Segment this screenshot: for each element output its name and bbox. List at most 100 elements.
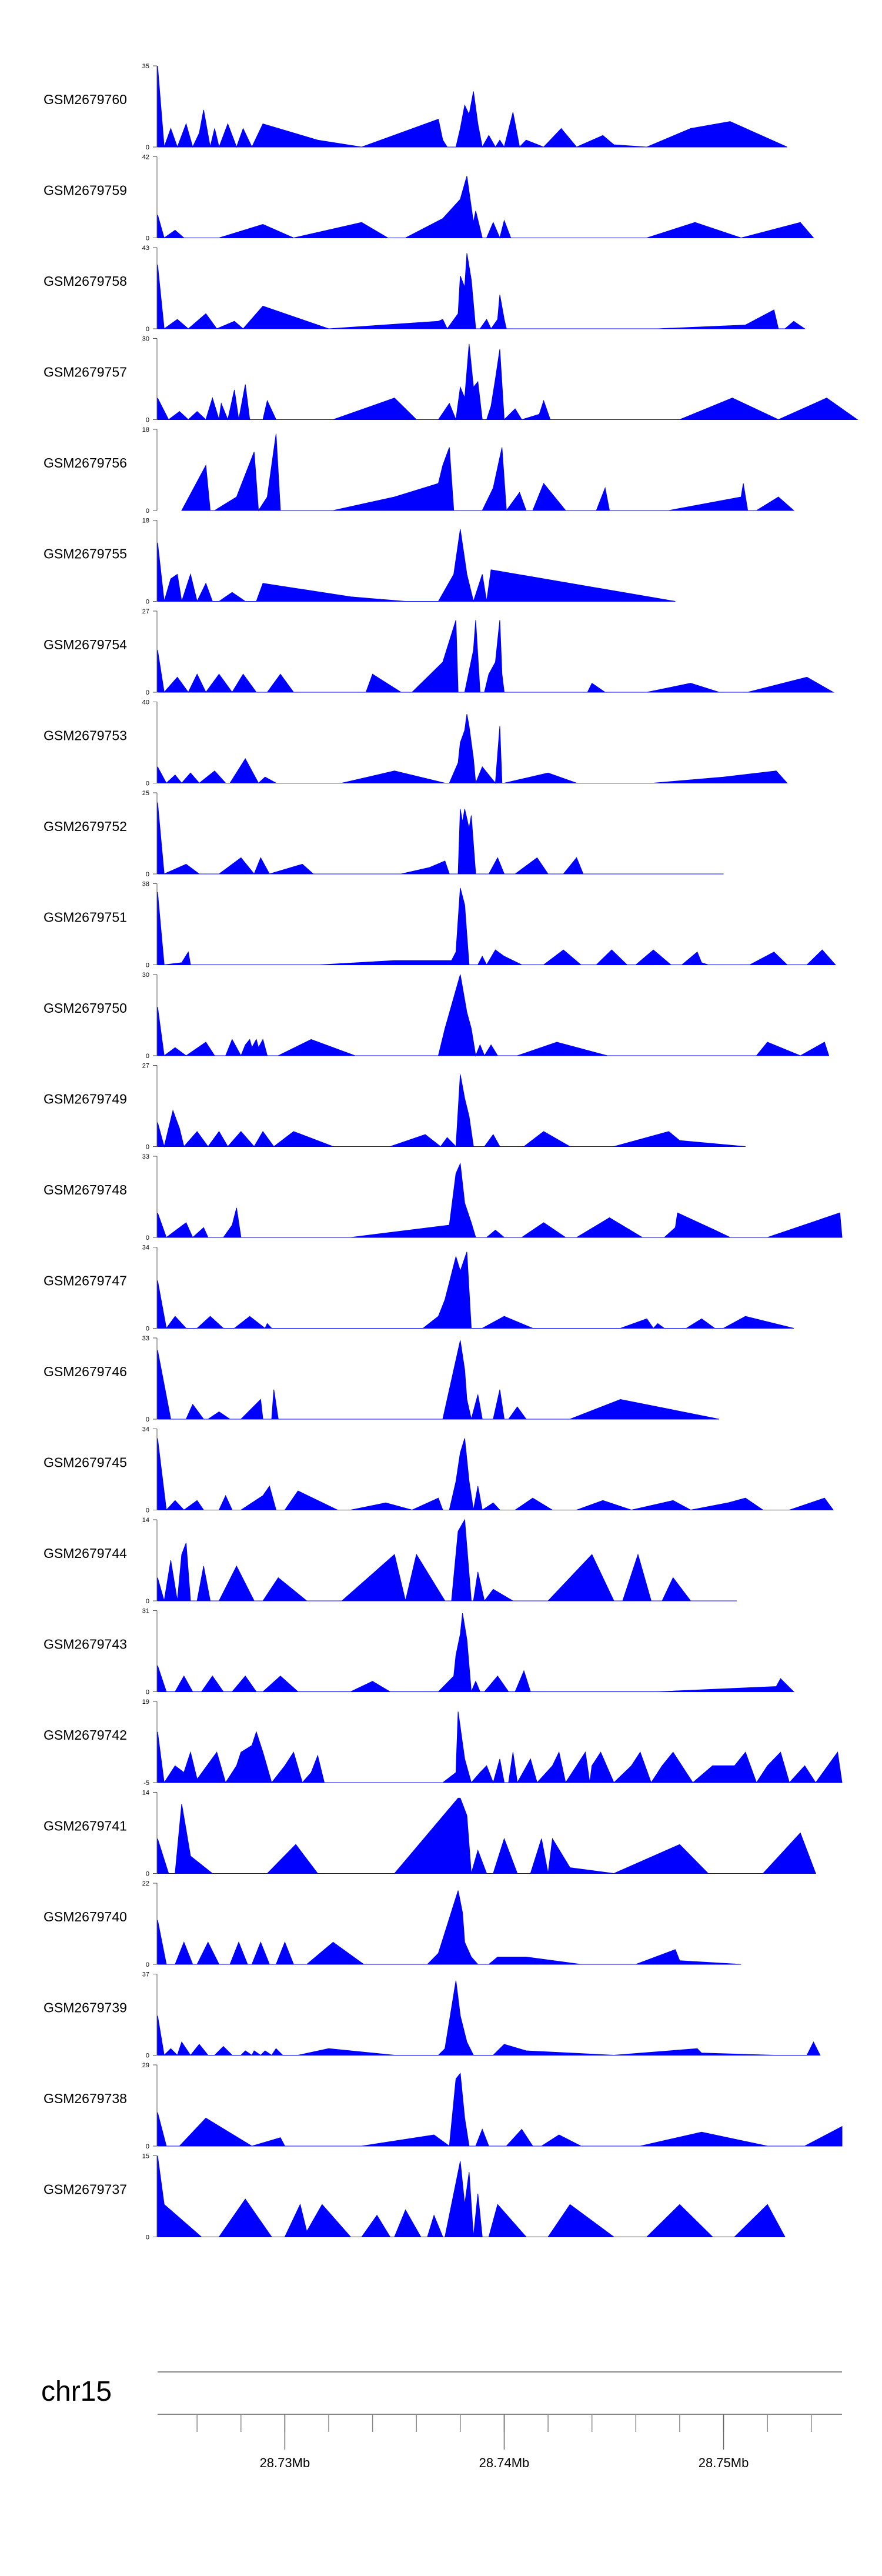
track-gsm2679746: GSM2679746 33 0 — [44, 1335, 720, 1423]
y-max-label: 43 — [142, 245, 149, 252]
track-label: GSM2679755 — [44, 546, 127, 562]
coverage-tracks: GSM2679760350GSM2679759420GSM2679758430G… — [44, 63, 858, 2241]
track-label: GSM2679748 — [44, 1182, 127, 1197]
y-max-label: 25 — [142, 790, 149, 797]
y-min-label: -5 — [143, 1780, 149, 1787]
track-gsm2679741: GSM2679741 14 0 — [44, 1790, 816, 1878]
coverage-area — [157, 65, 787, 148]
y-max-label: 34 — [142, 1426, 149, 1433]
track-gsm2679755: GSM2679755 18 0 — [44, 518, 676, 606]
track-label: GSM2679758 — [44, 273, 127, 289]
y-min-label: 0 — [146, 508, 149, 515]
coverage-area — [157, 2155, 786, 2237]
track-gsm2679744: GSM2679744 14 0 — [44, 1517, 737, 1605]
axis-tick-label: 28.74Mb — [479, 2455, 530, 2470]
y-max-label: 27 — [142, 608, 149, 615]
coverage-area — [181, 433, 795, 512]
y-max-label: 27 — [142, 1063, 149, 1070]
track-label: GSM2679756 — [44, 455, 127, 471]
y-min-label: 0 — [146, 1507, 149, 1514]
coverage-area — [157, 1438, 834, 1511]
coverage-area — [157, 176, 814, 239]
track-label: GSM2679743 — [44, 1637, 127, 1652]
track-label: GSM2679747 — [44, 1273, 127, 1289]
coverage-area — [157, 343, 858, 421]
track-label: GSM2679751 — [44, 910, 127, 925]
coverage-area — [157, 802, 724, 875]
track-gsm2679756: GSM2679756 18 0 — [44, 426, 795, 515]
track-gsm2679758: GSM2679758 43 0 — [44, 245, 806, 333]
y-min-label: 0 — [146, 1871, 149, 1878]
track-gsm2679747: GSM2679747 34 0 — [44, 1244, 794, 1333]
track-label: GSM2679753 — [44, 728, 127, 743]
track-label: GSM2679745 — [44, 1455, 127, 1470]
track-gsm2679737: GSM2679737 15 0 — [44, 2153, 786, 2241]
track-gsm2679753: GSM2679753 40 0 — [44, 699, 788, 788]
track-label: GSM2679749 — [44, 1092, 127, 1107]
y-min-label: 0 — [146, 1234, 149, 1242]
y-max-label: 19 — [142, 1699, 149, 1706]
coverage-area — [157, 2073, 843, 2147]
coverage-area — [157, 1890, 741, 1965]
track-gsm2679750: GSM2679750 30 0 — [44, 972, 830, 1060]
y-min-label: 0 — [146, 2143, 149, 2150]
y-min-label: 0 — [146, 689, 149, 696]
track-label: GSM2679760 — [44, 92, 127, 107]
y-max-label: 14 — [142, 1517, 149, 1524]
track-label: GSM2679759 — [44, 183, 127, 198]
track-gsm2679751: GSM2679751 38 0 — [44, 881, 836, 969]
coverage-area — [157, 887, 836, 966]
coverage-area — [157, 1980, 821, 2056]
track-gsm2679760: GSM2679760 35 0 — [44, 63, 787, 151]
coverage-area — [157, 253, 806, 329]
track-gsm2679749: GSM2679749 27 0 — [44, 1063, 746, 1151]
y-min-label: 0 — [146, 1961, 149, 1968]
y-max-label: 38 — [142, 881, 149, 888]
y-max-label: 33 — [142, 1153, 149, 1160]
track-label: GSM2679739 — [44, 2000, 127, 2016]
coverage-area — [157, 620, 834, 693]
track-gsm2679754: GSM2679754 27 0 — [44, 608, 834, 696]
track-gsm2679752: GSM2679752 25 0 — [44, 790, 724, 878]
y-max-label: 33 — [142, 1335, 149, 1342]
axis-tick-label: 28.73Mb — [260, 2455, 310, 2470]
track-label: GSM2679752 — [44, 819, 127, 834]
coverage-area — [157, 1613, 795, 1692]
y-min-label: 0 — [146, 326, 149, 333]
track-label: GSM2679746 — [44, 1364, 127, 1379]
track-label: GSM2679757 — [44, 365, 127, 380]
y-min-label: 0 — [146, 1689, 149, 1696]
track-label: GSM2679737 — [44, 2182, 127, 2197]
y-min-label: 0 — [146, 1326, 149, 1333]
coverage-area — [157, 1519, 737, 1602]
track-gsm2679748: GSM2679748 33 0 — [44, 1153, 843, 1242]
track-gsm2679759: GSM2679759 42 0 — [44, 154, 814, 242]
y-min-label: 0 — [146, 1144, 149, 1151]
y-max-label: 18 — [142, 518, 149, 525]
y-min-label: 0 — [146, 599, 149, 606]
axis-ticks: 28.73Mb 28.74Mb 28.75Mb — [158, 2371, 842, 2470]
y-max-label: 22 — [142, 1880, 149, 1887]
track-label: GSM2679738 — [44, 2091, 127, 2106]
y-min-label: 0 — [146, 1053, 149, 1060]
track-gsm2679742: GSM2679742 19 -5 — [44, 1699, 843, 1787]
y-max-label: 30 — [142, 336, 149, 343]
coverage-area — [157, 1074, 746, 1148]
y-min-label: 0 — [146, 417, 149, 424]
y-min-label: 0 — [146, 235, 149, 242]
track-gsm2679743: GSM2679743 31 0 — [44, 1608, 795, 1696]
y-max-label: 37 — [142, 1971, 149, 1978]
coverage-area — [157, 529, 676, 603]
y-min-label: 0 — [146, 1416, 149, 1423]
track-gsm2679745: GSM2679745 34 0 — [44, 1426, 834, 1514]
coverage-area — [157, 974, 830, 1057]
y-max-label: 40 — [142, 699, 149, 706]
y-max-label: 42 — [142, 154, 149, 161]
y-min-label: 0 — [146, 780, 149, 788]
coverage-area — [157, 1797, 816, 1874]
coverage-area — [157, 1162, 843, 1238]
track-label: GSM2679742 — [44, 1727, 127, 1743]
coverage-area — [157, 1711, 843, 1784]
y-max-label: 35 — [142, 63, 149, 70]
